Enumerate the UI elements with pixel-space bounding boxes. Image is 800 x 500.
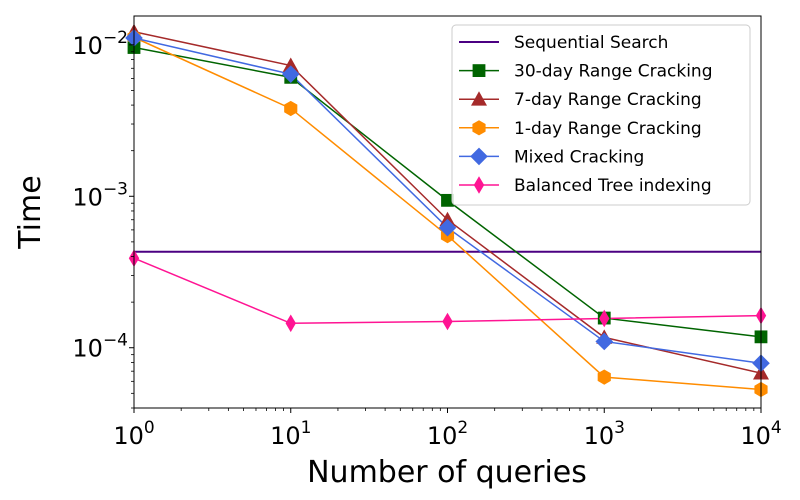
legend-marker: [472, 64, 486, 77]
legend-label: Balanced Tree indexing: [514, 176, 712, 196]
y-axis-label: Time: [13, 175, 48, 249]
legend-marker: [470, 147, 488, 166]
data-point-4-1: [281, 65, 300, 83]
legend-label: 30-day Range Cracking: [514, 62, 712, 82]
legend-label: 1-day Range Cracking: [514, 119, 702, 139]
legend-label: Sequential Search: [514, 33, 668, 53]
legend-label: Mixed Cracking: [514, 147, 644, 167]
data-point-3-1: [284, 100, 298, 117]
data-point-4-2: [438, 218, 457, 237]
legend-box: [451, 24, 751, 206]
x-axis-ticks: 100 101 102 103 104: [113, 408, 782, 450]
x-tick-label: 100: [113, 418, 154, 450]
legend-marker: [473, 176, 485, 194]
x-tick-label: 103: [584, 418, 625, 450]
legend-marker: [472, 120, 486, 136]
data-point-1-2: [441, 193, 454, 207]
data-point-2-1: [282, 57, 299, 72]
data-point-5-2: [442, 312, 453, 331]
data-point-4-3: [595, 332, 614, 351]
x-tick-label: 104: [740, 418, 781, 450]
legend: Sequential Search 30-day Range Cracking 7-…: [451, 24, 751, 206]
legend-marker: [471, 91, 487, 106]
y-tick-label: 10−2: [72, 28, 128, 60]
data-point-5-1: [285, 314, 296, 333]
x-tick-label: 101: [270, 418, 311, 450]
data-point-5-3: [599, 309, 610, 328]
y-axis-ticks: 10−4 10−3 10−2: [72, 28, 134, 409]
x-axis-label: Number of queries: [307, 455, 587, 490]
x-tick-label: 102: [427, 418, 468, 450]
y-tick-label: 10−3: [72, 179, 128, 211]
legend-label: 7-day Range Cracking: [514, 90, 702, 110]
data-point-3-3: [597, 369, 611, 385]
y-tick-label: 10−4: [72, 331, 128, 363]
